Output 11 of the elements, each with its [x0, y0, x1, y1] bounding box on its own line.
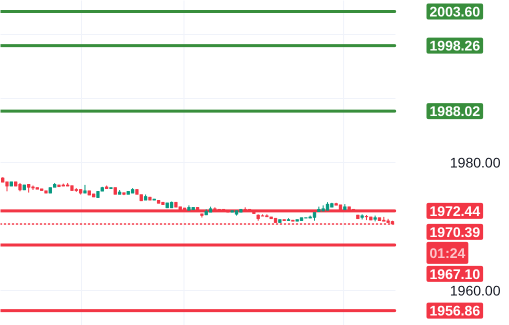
ref-line-label: 1970.39: [430, 224, 480, 240]
ref-line-label: 1988.02: [430, 103, 480, 120]
legend-label: 1967.10: [430, 266, 480, 282]
text: 01:24: [430, 244, 466, 261]
ref-line-label: 2003.60: [430, 3, 480, 20]
ref-line-label: 1972.44: [430, 202, 480, 219]
ref-line-label: 1998.26: [430, 38, 480, 54]
candlestick: [5, 181, 9, 192]
y-tick-label: 1960.00: [450, 282, 501, 298]
y-tick-label: 1980.00: [450, 154, 501, 170]
ref-line-label: 1956.86: [430, 302, 480, 319]
